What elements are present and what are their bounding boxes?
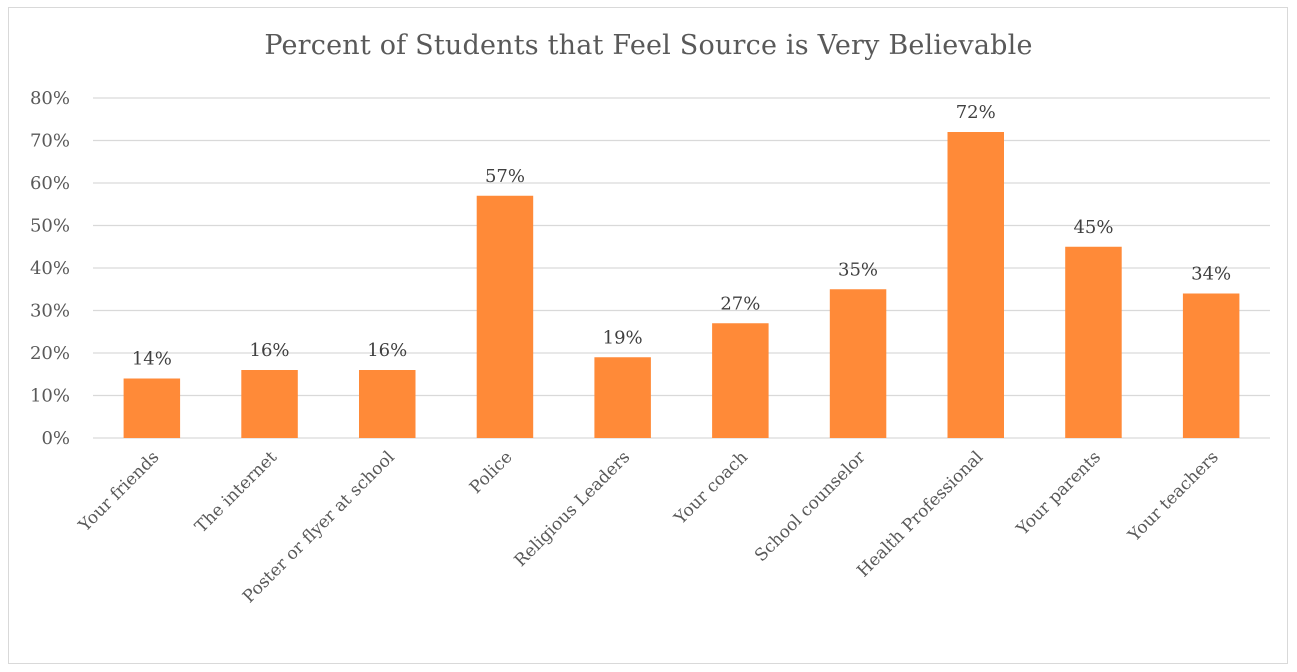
x-tick-label: Health Professional [853, 447, 987, 581]
y-tick-label: 50% [30, 216, 70, 237]
data-label: 14% [132, 349, 172, 370]
data-label: 57% [485, 166, 525, 187]
bar [712, 323, 769, 438]
data-label: 16% [367, 340, 407, 361]
x-tick-label: Your coach [670, 447, 752, 529]
bar [829, 289, 887, 438]
bars [123, 132, 1240, 438]
data-label: 19% [603, 327, 643, 348]
y-tick-label: 0% [41, 428, 70, 449]
data-label: 45% [1073, 217, 1113, 238]
y-tick-label: 20% [30, 343, 70, 364]
x-tick-label: Your parents [1012, 447, 1105, 540]
x-tick-label: Religious Leaders [511, 447, 635, 571]
x-tick-label: Police [466, 447, 517, 498]
y-tick-label: 60% [30, 173, 70, 194]
data-label: 34% [1191, 264, 1231, 285]
bar [947, 132, 1004, 438]
data-label: 35% [838, 259, 878, 280]
data-label: 27% [720, 293, 760, 314]
chart-title: Percent of Students that Feel Source is … [264, 30, 1033, 61]
x-tick-label: School counselor [751, 447, 870, 566]
y-tick-label: 10% [30, 386, 70, 407]
data-label: 72% [956, 102, 996, 123]
x-tick-label: Your teachers [1124, 447, 1223, 546]
y-axis-tick-labels: 0% 10% 20% 30% 40% 50% 60% 70% 80% [30, 88, 70, 449]
bar [241, 370, 298, 438]
y-tick-label: 40% [30, 258, 70, 279]
bar [594, 357, 651, 438]
bar [123, 378, 181, 438]
bar [476, 195, 534, 438]
bar [1065, 246, 1122, 438]
y-tick-label: 30% [30, 301, 70, 322]
bar [359, 370, 416, 438]
data-label: 16% [250, 340, 290, 361]
data-labels: 14% 16% 16% 57% 19% 27% 35% 72% 45% 34% [132, 102, 1231, 370]
x-tick-label: The internet [191, 447, 281, 537]
x-tick-label: Your friends [74, 447, 163, 536]
y-tick-label: 70% [30, 131, 70, 152]
y-tick-label: 80% [30, 88, 70, 109]
bar [1182, 293, 1240, 438]
